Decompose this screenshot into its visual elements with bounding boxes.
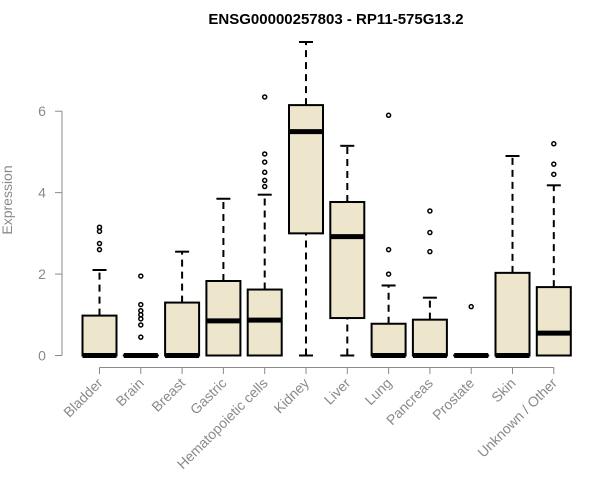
x-tick-label: Breast: [148, 375, 188, 415]
box-liver: [329, 144, 366, 357]
box-iqr: [535, 286, 572, 357]
outlier-point: [138, 301, 144, 308]
box-iqr: [164, 301, 201, 357]
y-axis-label: Expression: [0, 165, 15, 234]
y-tick-label: 6: [38, 103, 46, 119]
outlier-point: [551, 171, 557, 178]
outlier-point: [261, 177, 268, 184]
box-gastric: [205, 197, 242, 357]
chart-title: ENSG00000257803 - RP11-575G13.2: [208, 11, 463, 28]
box-iqr: [288, 104, 324, 235]
box-skin: [494, 155, 531, 358]
outlier-point: [138, 307, 144, 314]
outlier-point: [261, 159, 268, 165]
outlier-point: [385, 271, 392, 277]
box-pancreas: [411, 208, 448, 358]
outlier-point: [427, 248, 433, 255]
outlier-point: [261, 183, 268, 190]
box-breast: [164, 250, 201, 358]
box-iqr: [329, 201, 366, 320]
x-tick-label: Liver: [321, 375, 354, 408]
box-iqr: [205, 279, 242, 357]
y-tick-label: 4: [38, 185, 46, 201]
y-tick-label: 0: [38, 348, 46, 364]
box-unknown-other: [535, 141, 572, 357]
box-iqr: [370, 322, 407, 357]
x-tick-label: Lung: [361, 375, 394, 408]
x-tick-label: Prostate: [429, 375, 477, 423]
outlier-point: [427, 208, 433, 214]
outlier-point: [138, 273, 144, 279]
outlier-point: [551, 161, 557, 167]
x-tick-label: Skin: [488, 375, 519, 406]
outlier-point: [138, 334, 144, 340]
outlier-point: [138, 322, 144, 328]
box-brain: [122, 273, 159, 358]
outlier-point: [385, 112, 392, 119]
box-iqr: [411, 318, 448, 357]
box-bladder: [81, 224, 118, 358]
outlier-point: [96, 246, 103, 253]
outlier-point: [427, 229, 433, 236]
box-kidney: [288, 41, 324, 357]
outlier-point: [261, 151, 268, 157]
box-lung: [370, 112, 407, 358]
outlier-point: [261, 169, 268, 176]
y-axis: 0 2 4 6: [38, 103, 63, 364]
outlier-point: [385, 246, 392, 253]
box-prostate: [453, 303, 490, 358]
y-tick-label: 2: [38, 266, 46, 282]
x-tick-label: Brain: [112, 375, 146, 409]
outlier-point: [551, 141, 557, 147]
outlier-point: [468, 303, 474, 310]
box-iqr: [494, 271, 531, 357]
outlier-point: [261, 94, 268, 100]
x-tick-label: Kidney: [271, 375, 313, 417]
x-tick-label: Bladder: [60, 375, 106, 421]
box-hematopoietic-cells: [246, 94, 283, 357]
box-iqr: [81, 314, 118, 357]
outlier-point: [96, 240, 103, 247]
plot-area: 0 2 4 6 Bladder Brain BreastGastricHematopoiet…: [38, 41, 572, 472]
outlier-point: [96, 224, 103, 230]
